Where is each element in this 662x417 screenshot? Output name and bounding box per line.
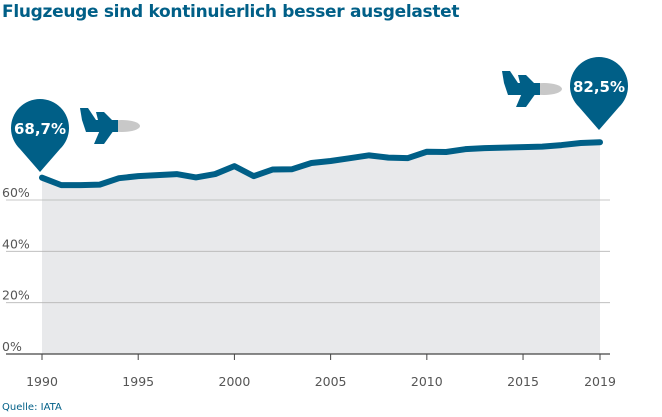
airplane-icon [80,108,140,144]
source-note: Quelle: IATA [2,402,62,413]
data-line [39,139,603,189]
y-tick-label: 20% [2,288,30,303]
end-pin [570,57,628,130]
x-tick-label: 2015 [507,374,539,389]
chart-title: Flugzeuge sind kontinuierlich besser aus… [2,2,460,22]
start-label: 68,7% [14,120,66,138]
y-tick-label: 60% [2,185,30,200]
x-tick-label: 2005 [315,374,347,389]
start-pin [11,98,70,172]
y-tick-label: 0% [2,339,22,354]
x-tick-label: 1995 [122,374,154,389]
x-tick-label: 2000 [219,374,251,389]
x-tick-label: 2019 [584,374,616,389]
x-tick-label: 2010 [411,374,443,389]
y-tick-label: 40% [2,236,30,251]
airplane-icon [502,71,562,107]
end-label: 82,5% [573,78,625,96]
x-tick-label: 1990 [26,374,58,389]
area-fill [42,142,600,354]
